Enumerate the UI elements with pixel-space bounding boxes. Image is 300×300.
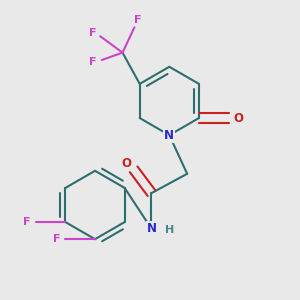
Text: F: F	[134, 15, 141, 25]
Text: F: F	[52, 234, 60, 244]
Text: H: H	[165, 225, 174, 235]
Text: F: F	[89, 56, 97, 67]
Text: N: N	[164, 129, 174, 142]
Text: O: O	[233, 112, 243, 124]
Text: F: F	[89, 28, 97, 38]
Text: O: O	[121, 157, 131, 170]
Text: N: N	[146, 222, 157, 235]
Text: F: F	[23, 217, 31, 227]
